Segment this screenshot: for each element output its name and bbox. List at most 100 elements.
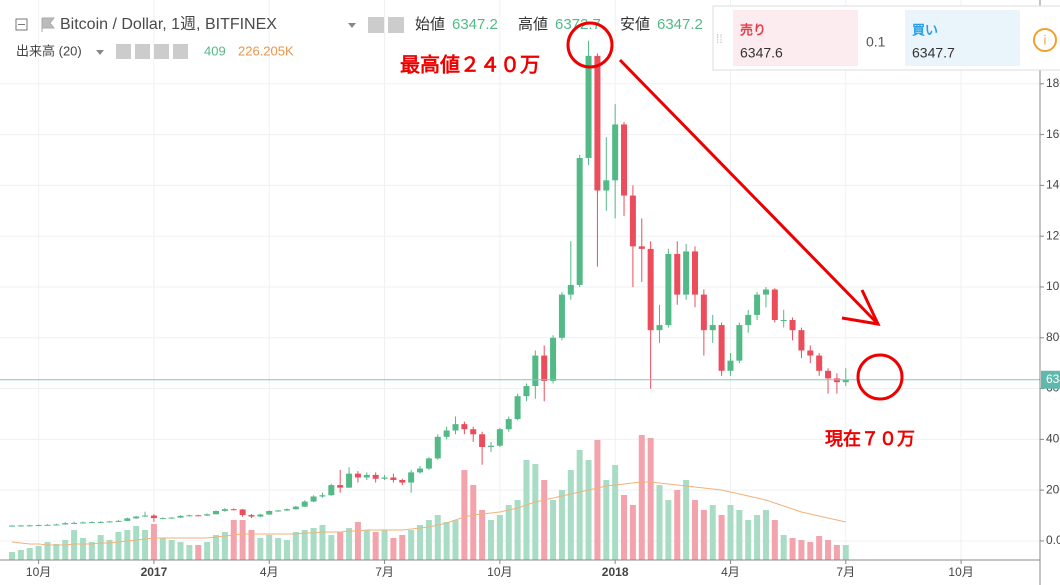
candle-body xyxy=(807,350,814,356)
x-tick-label: 7月 xyxy=(836,565,855,579)
candle-body xyxy=(266,510,273,515)
annotation: 最高値２４０万 xyxy=(400,52,540,76)
volume-bar xyxy=(585,460,592,560)
y-tick-label: 10000.0 xyxy=(1046,279,1060,293)
candle-body xyxy=(816,355,823,371)
volume-value: 409 xyxy=(204,43,226,58)
volume-label: 出来高 (20) xyxy=(16,43,82,58)
dropdown-icon[interactable] xyxy=(348,23,356,28)
volume-bar xyxy=(213,535,220,560)
volume-bar xyxy=(133,526,140,560)
candle-body xyxy=(319,495,326,497)
drag-handle[interactable]: ⁞⁞ xyxy=(716,32,723,46)
volume-bar xyxy=(292,532,299,560)
volume-bar xyxy=(53,544,60,560)
volume-bar xyxy=(558,490,565,560)
candle-body xyxy=(479,434,486,447)
candle-body xyxy=(541,355,548,381)
x-tick-label: 10月 xyxy=(487,565,512,579)
volume-bar xyxy=(567,470,574,560)
volume-bar xyxy=(479,510,486,560)
volume-bar xyxy=(97,535,104,560)
volume-bar xyxy=(319,525,326,560)
volume-bar xyxy=(35,546,42,560)
flag-icon[interactable] xyxy=(41,17,56,32)
candle-body xyxy=(470,429,477,435)
y-tick-label: 2000.0 xyxy=(1046,482,1060,496)
volume-bar xyxy=(638,435,645,560)
volume-bar xyxy=(709,505,716,560)
collapse-icon[interactable] xyxy=(15,18,28,31)
sell-button[interactable] xyxy=(733,10,858,66)
candle-body xyxy=(97,521,104,523)
dropdown-icon[interactable] xyxy=(96,50,104,55)
candle-body xyxy=(585,55,592,158)
candle-body xyxy=(239,509,246,516)
candle-body xyxy=(62,523,69,525)
tool-icon[interactable] xyxy=(116,44,131,59)
candle-body xyxy=(780,320,787,321)
tool-icon[interactable] xyxy=(154,44,169,59)
volume-bar xyxy=(230,520,237,560)
high-label: 高値 xyxy=(518,16,548,33)
volume-bar xyxy=(159,538,166,560)
symbol-title: Bitcoin / Dollar, 1週, BITFINEX xyxy=(60,15,277,33)
tool-icon[interactable] xyxy=(173,44,188,59)
candle-body xyxy=(629,195,636,247)
x-tick-label: 4月 xyxy=(260,565,279,579)
candle-body xyxy=(798,330,805,351)
buy-button[interactable] xyxy=(905,10,1020,66)
tool-icon[interactable] xyxy=(135,44,150,59)
settings-icon[interactable] xyxy=(388,17,404,33)
last-price-tag xyxy=(1041,370,1060,389)
volume-bar xyxy=(674,490,681,560)
volume-bar xyxy=(656,485,663,560)
candle-body xyxy=(142,515,149,517)
volume-bar xyxy=(443,522,450,560)
y-tick-label: 18000.0 xyxy=(1046,76,1060,90)
volume-bar xyxy=(62,540,69,560)
volume-bar xyxy=(310,528,317,560)
candle-body xyxy=(124,518,131,521)
volume-bar xyxy=(425,520,432,560)
volume-bar xyxy=(257,538,264,560)
x-tick-label: 10月 xyxy=(948,565,973,579)
volume-bar xyxy=(833,545,840,560)
candle-body xyxy=(363,474,370,478)
volume-bar xyxy=(496,515,503,560)
info-icon[interactable] xyxy=(1033,28,1057,52)
candle-body xyxy=(842,379,849,383)
candle-body xyxy=(328,485,335,496)
x-tick-label: 10月 xyxy=(26,565,51,579)
candle-body xyxy=(79,522,86,524)
y-tick-label: 8000.0 xyxy=(1046,330,1060,344)
candle-body xyxy=(186,515,193,517)
arrow-head xyxy=(841,289,881,326)
candle-body xyxy=(674,253,681,295)
volume-bar xyxy=(275,538,282,560)
volume-bar xyxy=(266,535,273,560)
candle-body xyxy=(771,289,778,320)
candle-body xyxy=(558,294,565,338)
volume-bar xyxy=(727,505,734,560)
volume-bar xyxy=(807,542,814,560)
volume-bar xyxy=(594,440,601,560)
candle-body xyxy=(754,294,761,315)
volume-bar xyxy=(26,548,33,560)
quantity[interactable]: 0.1 xyxy=(866,34,886,50)
volume-bar xyxy=(487,520,494,560)
open-label: 始値 xyxy=(415,16,445,33)
candle-body xyxy=(177,515,184,518)
volume-bar xyxy=(346,528,353,560)
candle-body xyxy=(53,524,60,526)
volume-bar xyxy=(44,542,51,560)
volume-bar xyxy=(301,530,308,560)
volume-bar xyxy=(754,515,761,560)
candle-body xyxy=(283,509,290,511)
candle-body xyxy=(736,325,743,361)
volume-bar xyxy=(328,535,335,560)
candle-body xyxy=(532,355,539,387)
settings-icon[interactable] xyxy=(368,17,384,33)
volume-bar xyxy=(621,495,628,560)
candle-body xyxy=(230,509,237,511)
